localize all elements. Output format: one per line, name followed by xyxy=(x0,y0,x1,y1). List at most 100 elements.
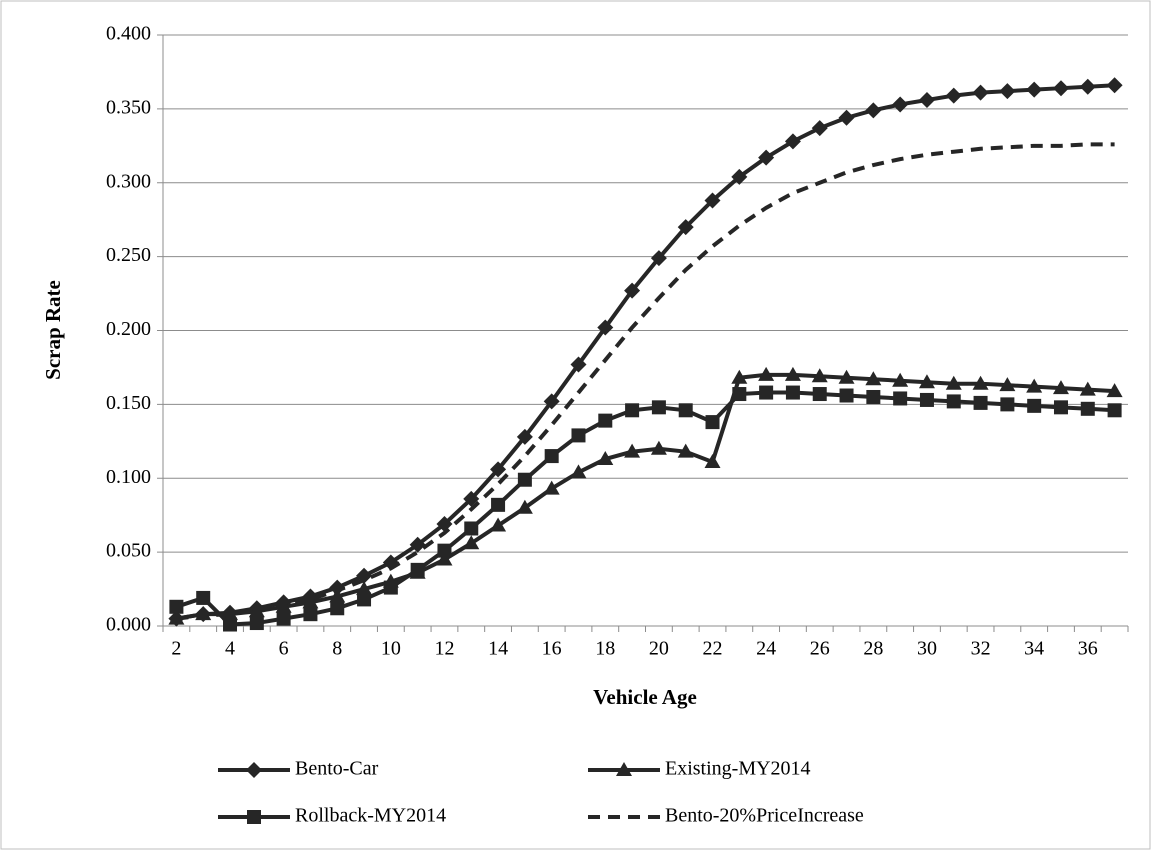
marker xyxy=(704,192,721,209)
marker xyxy=(892,372,909,387)
marker xyxy=(597,319,614,336)
marker xyxy=(758,366,775,381)
marker xyxy=(517,472,532,487)
marker xyxy=(330,601,345,616)
marker xyxy=(812,387,827,402)
legend-label: Bento-Car xyxy=(295,758,379,780)
marker xyxy=(865,102,882,119)
marker xyxy=(999,83,1016,100)
x-tick-label: 14 xyxy=(488,638,508,660)
marker xyxy=(624,282,641,299)
marker xyxy=(543,393,560,410)
marker xyxy=(490,517,507,532)
x-tick-label: 20 xyxy=(649,638,669,660)
x-tick-label: 16 xyxy=(542,638,562,660)
marker xyxy=(784,133,801,150)
marker xyxy=(222,606,239,621)
marker xyxy=(409,536,426,553)
marker xyxy=(570,356,587,373)
x-tick-label: 8 xyxy=(332,638,342,660)
x-tick-label: 2 xyxy=(171,638,181,660)
marker xyxy=(1052,80,1069,97)
marker xyxy=(249,616,264,631)
x-tick-label: 32 xyxy=(971,638,991,660)
marker xyxy=(329,588,346,603)
y-tick-label: 0.100 xyxy=(106,466,151,488)
marker xyxy=(973,395,988,410)
marker xyxy=(491,497,506,512)
marker xyxy=(571,428,586,443)
marker xyxy=(196,590,211,605)
x-tick-label: 6 xyxy=(279,638,289,660)
x-tick-label: 22 xyxy=(703,638,723,660)
marker xyxy=(436,551,453,566)
marker xyxy=(463,535,480,550)
marker xyxy=(1106,383,1123,398)
x-tick-label: 36 xyxy=(1078,638,1098,660)
marker xyxy=(784,366,801,381)
marker xyxy=(677,219,694,236)
marker xyxy=(597,451,614,466)
marker xyxy=(866,389,881,404)
marker xyxy=(839,388,854,403)
y-tick-label: 0.200 xyxy=(106,318,151,340)
y-tick-label: 0.300 xyxy=(106,170,151,192)
x-tick-label: 12 xyxy=(434,638,454,660)
legend-label: Rollback-MY2014 xyxy=(295,805,446,827)
marker xyxy=(650,250,667,267)
legend-label: Existing-MY2014 xyxy=(665,758,811,780)
marker xyxy=(945,375,962,390)
x-tick-label: 34 xyxy=(1024,638,1044,660)
marker xyxy=(918,92,935,109)
marker xyxy=(1026,81,1043,98)
y-tick-label: 0.000 xyxy=(106,614,151,636)
marker xyxy=(276,611,291,626)
marker xyxy=(945,87,962,104)
y-tick-label: 0.350 xyxy=(106,96,151,118)
marker xyxy=(919,392,934,407)
marker xyxy=(732,387,747,402)
marker xyxy=(598,413,613,428)
series-line xyxy=(176,142,1115,621)
marker xyxy=(169,599,184,614)
marker xyxy=(785,385,800,400)
marker xyxy=(999,377,1016,392)
marker xyxy=(893,391,908,406)
marker xyxy=(838,369,855,384)
marker xyxy=(223,617,238,632)
marker xyxy=(302,594,319,609)
marker xyxy=(356,581,373,596)
marker xyxy=(1000,397,1015,412)
marker xyxy=(1107,403,1122,418)
marker xyxy=(704,453,721,468)
marker xyxy=(731,168,748,185)
x-tick-label: 4 xyxy=(225,638,235,660)
marker xyxy=(759,385,774,400)
marker xyxy=(436,516,453,533)
x-tick-label: 30 xyxy=(917,638,937,660)
marker xyxy=(329,579,346,596)
marker xyxy=(1106,77,1123,94)
x-tick-label: 26 xyxy=(810,638,830,660)
legend-label: Bento-20%PriceIncrease xyxy=(665,805,864,827)
series-line xyxy=(175,390,1115,627)
x-axis-title: Vehicle Age xyxy=(593,685,697,709)
x-tick-label: 24 xyxy=(756,638,776,660)
marker xyxy=(1052,380,1069,395)
series-line xyxy=(176,83,1115,621)
marker xyxy=(678,403,693,418)
y-tick-label: 0.150 xyxy=(106,392,151,414)
marker xyxy=(357,592,372,607)
y-tick-label: 0.250 xyxy=(106,244,151,266)
marker xyxy=(1053,400,1068,415)
marker xyxy=(437,543,452,558)
marker xyxy=(410,562,425,577)
marker xyxy=(811,368,828,383)
marker xyxy=(838,109,855,126)
marker xyxy=(464,521,479,536)
marker xyxy=(625,403,640,418)
marker xyxy=(758,149,775,166)
